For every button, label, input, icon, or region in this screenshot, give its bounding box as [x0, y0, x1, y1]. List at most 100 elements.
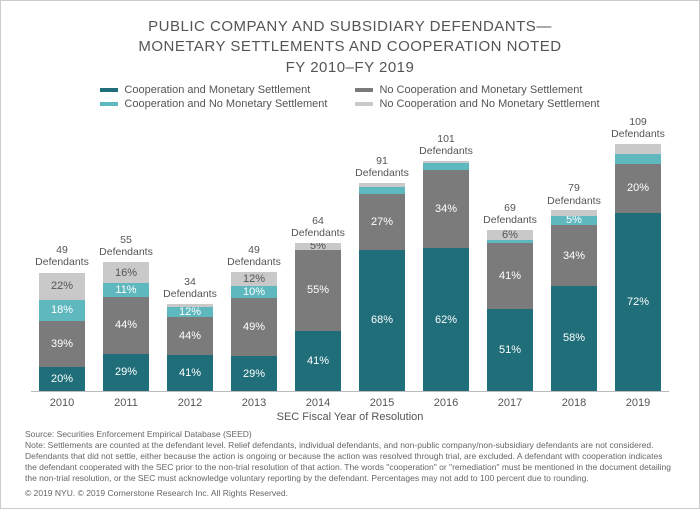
bar-column: 29%49%10%12% 49Defendants — [223, 144, 285, 391]
bar-wrap: 29%49%10%12% 49Defendants — [223, 144, 285, 391]
bar-segment: 34% — [551, 225, 597, 286]
bar-top-label: 69Defendants — [479, 202, 541, 226]
bar-segment: 51% — [487, 309, 533, 391]
x-labels: 2010201120122013201420152016201720182019 — [25, 397, 675, 409]
legend-label: Cooperation and No Monetary Settlement — [124, 98, 327, 110]
bar-column: 29%44%11%16% 55Defendants — [95, 144, 157, 391]
bar-segment: 55% — [295, 250, 341, 331]
bar-wrap: 58%34%5%79Defendants — [543, 144, 605, 391]
bar-segment: 49% — [231, 298, 277, 356]
bar-top-label: 49Defendants — [31, 244, 93, 268]
bar-segment: 62% — [423, 248, 469, 390]
bar-segment: 11% — [103, 283, 149, 297]
bar-segment: 20% — [615, 164, 661, 213]
x-tick-label: 2014 — [287, 397, 349, 409]
bar-column: 41%44%12% 34Defendants — [159, 144, 221, 391]
x-tick-label: 2018 — [543, 397, 605, 409]
bar-segment: 39% — [39, 321, 85, 367]
stacked-bar: 51%41% 6% — [487, 230, 533, 391]
bar-wrap: 62%34%101Defendants — [415, 144, 477, 391]
bar-segment: 6% — [487, 230, 533, 240]
x-tick-label: 2019 — [607, 397, 669, 409]
bar-segment — [615, 154, 661, 164]
bar-column: 20%39%18%22% 49Defendants — [31, 144, 93, 391]
footnote: Source: Securities Enforcement Empirical… — [25, 429, 675, 484]
stacked-bar: 68%27% — [359, 183, 405, 390]
title-l2: MONETARY SETTLEMENTS AND COOPERATION NOT… — [138, 38, 561, 55]
bar-top-label: 109Defendants — [607, 116, 669, 140]
chart-title: PUBLIC COMPANY AND SUBSIDIARY DEFENDANTS… — [25, 17, 675, 78]
bar-column: 51%41% 6% 69Defendants — [479, 144, 541, 391]
bar-segment: 41% — [167, 355, 213, 390]
bar-segment: 27% — [359, 194, 405, 250]
bar-wrap: 29%44%11%16% 55Defendants — [95, 144, 157, 391]
bar-segment: 5% — [295, 243, 341, 250]
bar-segment: 12% — [231, 272, 277, 286]
legend-item: No Cooperation and Monetary Settlement — [355, 84, 599, 96]
legend-swatch — [355, 88, 373, 92]
x-tick-label: 2012 — [159, 397, 221, 409]
copyright: © 2019 NYU. © 2019 Cornerstone Research … — [25, 488, 675, 498]
x-tick-label: 2010 — [31, 397, 93, 409]
stacked-bar: 41%55%5% — [295, 243, 341, 391]
bar-segment: 68% — [359, 250, 405, 391]
chart-frame: PUBLIC COMPANY AND SUBSIDIARY DEFENDANTS… — [0, 0, 700, 509]
legend-swatch — [100, 102, 118, 106]
bars-row: 20%39%18%22%49Defendants29%44%11%16%55De… — [25, 144, 675, 391]
bar-column: 62%34%101Defendants — [415, 144, 477, 391]
title-l3: FY 2010–FY 2019 — [286, 59, 415, 76]
bar-top-label: 64Defendants — [287, 215, 349, 239]
x-tick-label: 2016 — [415, 397, 477, 409]
plot-area: 20%39%18%22%49Defendants29%44%11%16%55De… — [25, 118, 675, 409]
bar-segment: 29% — [231, 356, 277, 390]
bar-segment: 10% — [231, 286, 277, 298]
bar-segment: 18% — [39, 300, 85, 321]
bar-segment: 44% — [167, 317, 213, 355]
bar-wrap: 72%20%109Defendants — [607, 144, 669, 391]
legend: Cooperation and Monetary SettlementNo Co… — [25, 84, 675, 110]
bar-segment — [615, 144, 661, 154]
legend-label: No Cooperation and Monetary Settlement — [379, 84, 582, 96]
x-tick-label: 2017 — [479, 397, 541, 409]
legend-item: No Cooperation and No Monetary Settlemen… — [355, 98, 599, 110]
bar-segment: 29% — [103, 354, 149, 391]
x-tick-label: 2013 — [223, 397, 285, 409]
bar-segment: 41% — [295, 331, 341, 391]
bar-segment: 58% — [551, 286, 597, 391]
bar-top-label: 91Defendants — [351, 155, 413, 179]
bar-segment: 72% — [615, 213, 661, 391]
bar-column: 58%34%5%79Defendants — [543, 144, 605, 391]
bar-segment: 16% — [103, 262, 149, 283]
bar-segment — [423, 163, 469, 170]
x-tick-label: 2011 — [95, 397, 157, 409]
x-axis-title: SEC Fiscal Year of Resolution — [25, 411, 675, 423]
bar-segment: 44% — [103, 297, 149, 354]
stacked-bar: 62%34% — [423, 161, 469, 391]
bar-top-label: 34Defendants — [159, 276, 221, 300]
bar-top-label: 101Defendants — [415, 133, 477, 157]
bar-column: 41%55%5% 64Defendants — [287, 144, 349, 391]
bar-top-label: 49Defendants — [223, 244, 285, 268]
bar-column: 68%27% 91Defendants — [351, 144, 413, 391]
bar-segment: 12% — [167, 307, 213, 317]
bar-wrap: 41%44%12% 34Defendants — [159, 144, 221, 391]
bar-top-label: 79Defendants — [543, 182, 605, 206]
bar-segment: 22% — [39, 273, 85, 299]
bar-wrap: 51%41% 6% 69Defendants — [479, 144, 541, 391]
stacked-bar: 29%44%11%16% — [103, 262, 149, 390]
bar-segment: 34% — [423, 170, 469, 248]
x-tick-label: 2015 — [351, 397, 413, 409]
bar-wrap: 68%27% 91Defendants — [351, 144, 413, 391]
stacked-bar: 29%49%10%12% — [231, 272, 277, 391]
bar-top-label: 55Defendants — [95, 234, 157, 258]
bar-segment: 20% — [39, 367, 85, 391]
bar-column: 72%20%109Defendants — [607, 144, 669, 391]
bar-wrap: 20%39%18%22% 49Defendants — [31, 144, 93, 391]
legend-swatch — [355, 102, 373, 106]
stacked-bar: 20%39%18%22% — [39, 272, 85, 391]
stacked-bar: 41%44%12% — [167, 304, 213, 390]
legend-label: No Cooperation and No Monetary Settlemen… — [379, 98, 599, 110]
x-axis-line — [31, 391, 669, 392]
bar-segment: 41% — [487, 243, 533, 309]
legend-swatch — [100, 88, 118, 92]
